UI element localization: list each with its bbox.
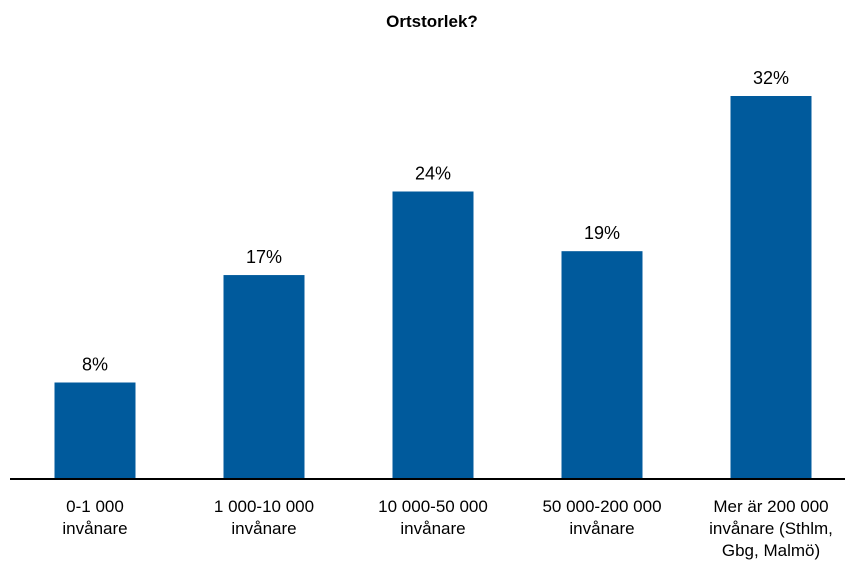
bar [392,191,474,478]
category-label: Mer är 200 000 invånare (Sthlm, Gbg, Malmö… [709,497,833,560]
category-label-line: invånare [400,519,465,538]
category-label-line: invånare [569,519,634,538]
category-label-line: Mer är 200 000 [713,497,828,516]
category-label-line: 1 000-10 000 [214,497,314,516]
bar [730,96,812,478]
category-label: 50 000-200 000 invånare [542,497,661,538]
category-label: 10 000-50 000 invånare [378,497,488,538]
chart-title: Ortstorlek? [386,12,478,31]
category-label-line: Gbg, Malmö) [722,541,820,560]
bar-value-label: 24% [415,164,451,184]
category-label: 1 000-10 000 invånare [214,497,314,538]
category-label-line: 0-1 000 [66,497,124,516]
bar-value-label: 17% [246,247,282,267]
bars-group [54,96,812,478]
value-labels-group: 8% 17% 24% 19% 32% [82,68,789,375]
category-label-line: invånare (Sthlm, [709,519,833,538]
category-label-line: 50 000-200 000 [542,497,661,516]
bar [561,251,643,478]
bar [223,275,305,478]
category-label: 0-1 000 invånare [62,497,127,538]
category-label-line: invånare [231,519,296,538]
bar [54,382,136,478]
category-label-line: 10 000-50 000 [378,497,488,516]
bar-value-label: 19% [584,223,620,243]
bar-value-label: 32% [753,68,789,88]
bar-value-label: 8% [82,355,108,375]
category-label-line: invånare [62,519,127,538]
